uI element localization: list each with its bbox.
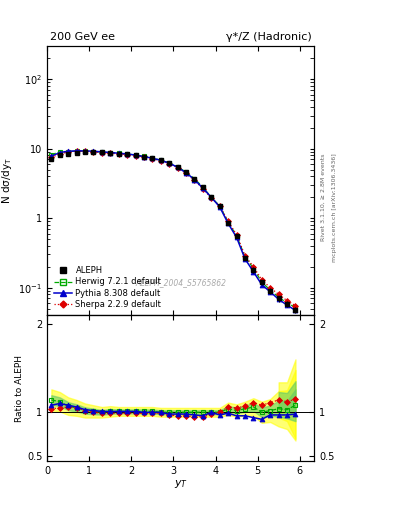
Text: 200 GeV ee: 200 GeV ee (50, 32, 115, 42)
Text: mcplots.cern.ch [arXiv:1306.3436]: mcplots.cern.ch [arXiv:1306.3436] (332, 154, 337, 262)
Text: ALEPH_2004_S5765862: ALEPH_2004_S5765862 (135, 279, 226, 287)
Text: γ*/Z (Hadronic): γ*/Z (Hadronic) (226, 32, 312, 42)
Y-axis label: N dσ/dy$_\mathregular{T}$: N dσ/dy$_\mathregular{T}$ (0, 157, 14, 204)
X-axis label: y$_\mathregular{T}$: y$_\mathregular{T}$ (174, 478, 188, 490)
Text: Rivet 3.1.10, ≥ 2.8M events: Rivet 3.1.10, ≥ 2.8M events (320, 154, 325, 241)
Y-axis label: Ratio to ALEPH: Ratio to ALEPH (15, 354, 24, 421)
Legend: ALEPH, Herwig 7.2.1 default, Pythia 8.308 default, Sherpa 2.2.9 default: ALEPH, Herwig 7.2.1 default, Pythia 8.30… (51, 264, 164, 311)
